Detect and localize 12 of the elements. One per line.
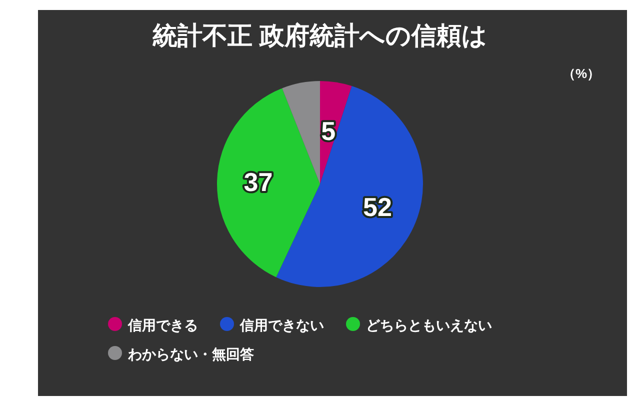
legend-label: 信用できない (239, 317, 324, 333)
legend-label: どちらともいえない (366, 317, 492, 333)
legend-label: わからない・無回答 (127, 346, 254, 362)
chart-title: 統計不正 政府統計への信頼は (152, 22, 488, 50)
legend-label: 信用できる (127, 317, 198, 333)
data-label: 5 (321, 116, 336, 146)
text: （%） (562, 66, 600, 81)
pie-slice (217, 88, 320, 278)
pie-slice (276, 86, 423, 287)
data-label: 37 (244, 167, 273, 198)
data-label: 52 (363, 192, 392, 222)
pie-slice (282, 81, 320, 184)
